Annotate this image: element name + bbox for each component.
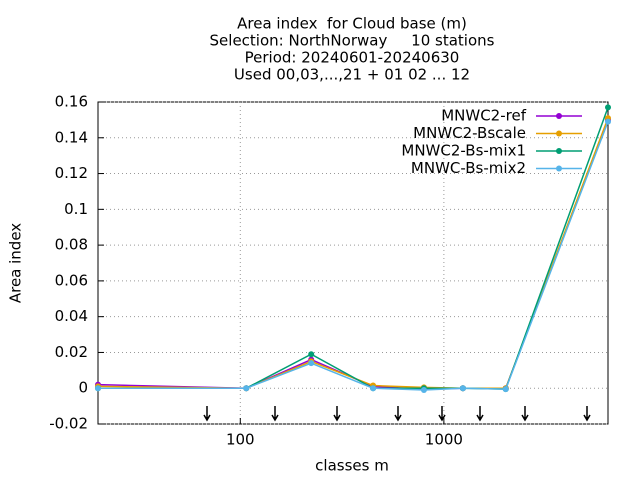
series-line bbox=[97, 117, 609, 389]
legend-label: MNWC2-Bscale bbox=[413, 124, 526, 142]
plot-frame bbox=[97, 101, 609, 425]
legend-marker bbox=[556, 148, 562, 154]
y-tick-label: 0.02 bbox=[55, 343, 88, 361]
y-tick-label: 0.08 bbox=[55, 236, 88, 254]
point bbox=[95, 385, 101, 392]
y-tick-label: -0.02 bbox=[49, 415, 88, 433]
y-tick-label: 0 bbox=[78, 379, 88, 397]
y-tick-label: 0.06 bbox=[55, 271, 88, 289]
series-line bbox=[98, 107, 609, 390]
arrows bbox=[203, 406, 591, 422]
y-axis-label: Area index bbox=[7, 223, 25, 303]
x-tick-label: 100 bbox=[226, 431, 255, 449]
y-tick-label: 0.04 bbox=[55, 307, 88, 325]
legend-label: MNWC-Bs-mix2 bbox=[411, 159, 526, 177]
series-line bbox=[97, 119, 609, 390]
legend-marker bbox=[556, 113, 562, 119]
chart-title: Area index for Cloud base (m) bbox=[237, 15, 467, 33]
point bbox=[243, 385, 250, 392]
point bbox=[605, 118, 611, 125]
x-tick-label: 1000 bbox=[425, 431, 463, 449]
chart-title: Selection: NorthNorway 10 stations bbox=[210, 32, 495, 50]
legend-marker bbox=[556, 130, 562, 137]
chart-title: Used 00,03,...,21 + 01 02 ... 12 bbox=[234, 66, 470, 84]
point bbox=[502, 386, 509, 393]
chart-title: Period: 20240601-20240630 bbox=[245, 49, 460, 67]
legend-marker bbox=[556, 165, 562, 172]
series-line bbox=[98, 121, 609, 391]
point bbox=[605, 104, 611, 111]
x-axis-label: classes m bbox=[315, 457, 389, 475]
point bbox=[308, 351, 315, 358]
y-tick-label: 0.16 bbox=[55, 93, 88, 111]
y-tick-label: 0.1 bbox=[64, 200, 88, 218]
y-tick-label: 0.14 bbox=[55, 128, 88, 146]
y-tick-label: 0.12 bbox=[55, 164, 88, 182]
point bbox=[370, 385, 377, 392]
legend-label: MNWC2-ref bbox=[441, 107, 526, 125]
point bbox=[308, 360, 315, 367]
point bbox=[420, 387, 427, 394]
point bbox=[459, 385, 466, 392]
legend-label: MNWC2-Bs-mix1 bbox=[401, 142, 526, 160]
